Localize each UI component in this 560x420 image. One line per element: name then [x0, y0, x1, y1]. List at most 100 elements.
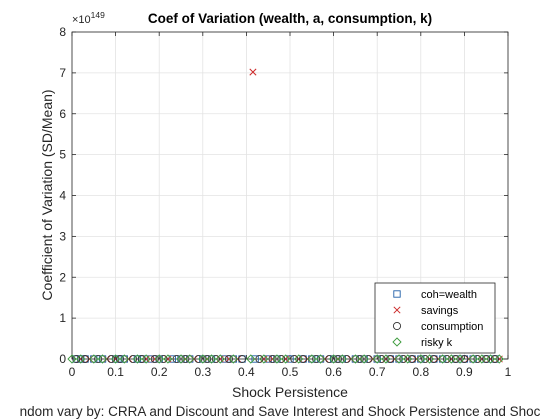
data-point	[199, 355, 207, 363]
y-tick-label: 1	[59, 311, 66, 325]
data-point	[477, 354, 487, 364]
data-point	[421, 354, 430, 364]
data-point	[186, 355, 194, 363]
legend-marker	[392, 337, 402, 347]
data-point	[89, 354, 99, 364]
x-tick-label: 0.4	[238, 365, 255, 379]
legend-label: consumption	[421, 321, 483, 333]
data-point	[155, 355, 163, 363]
data-point	[442, 354, 452, 364]
data-point	[181, 354, 190, 364]
data-point	[350, 354, 361, 364]
data-point	[168, 355, 176, 363]
data-point	[460, 354, 469, 364]
data-point	[203, 354, 212, 364]
data-point	[437, 354, 448, 364]
x-tick-label: 0	[69, 365, 76, 379]
legend-marker-stroke	[393, 306, 401, 314]
legend-label: savings	[421, 305, 459, 317]
data-point	[328, 354, 339, 364]
data-point	[211, 354, 220, 364]
data-point	[308, 355, 316, 363]
y-exponent-value: 149	[91, 10, 105, 20]
y-axis-label: Coefficient of Variation (SD/Mean)	[39, 89, 55, 300]
data-point	[246, 354, 256, 364]
data-point	[94, 354, 103, 364]
data-point	[469, 355, 477, 363]
data-point	[394, 354, 404, 364]
data-point	[259, 354, 269, 364]
series-risky-k	[67, 354, 504, 364]
x-tick-label: 0.5	[282, 365, 299, 379]
data-point	[337, 354, 347, 364]
data-point	[272, 354, 282, 364]
data-point	[224, 354, 234, 364]
y-tick-label: 2	[59, 270, 66, 284]
data-point	[206, 354, 217, 364]
data-point	[364, 354, 373, 364]
data-point	[98, 355, 107, 363]
data-point	[329, 355, 338, 363]
data-point	[307, 354, 317, 364]
data-point	[395, 355, 403, 363]
x-tick-label: 0.8	[412, 365, 429, 379]
data-point	[468, 354, 478, 364]
data-point	[482, 354, 491, 364]
data-point	[485, 354, 496, 364]
data-point	[194, 354, 203, 364]
data-point	[490, 354, 499, 364]
figure-caption: ndom vary by: CRRA and Discount and Save…	[20, 404, 541, 419]
data-point	[198, 354, 208, 364]
data-point	[277, 354, 286, 364]
data-point	[408, 354, 417, 364]
data-point	[255, 354, 264, 364]
data-point	[115, 354, 125, 364]
tick-layer: 0 0.1 0.2 0.3 0.4 0.5 0.6 0.7 0.8 0.9 1 0 1 2 3 4 5 6 7 8	[59, 25, 511, 379]
data-point	[176, 354, 186, 364]
data-point	[77, 355, 85, 363]
data-point	[338, 355, 346, 363]
series-consumption	[72, 354, 499, 364]
data-point	[281, 354, 291, 364]
data-point	[163, 354, 173, 364]
data-point	[159, 354, 168, 364]
data-point	[372, 354, 382, 364]
data-point	[273, 355, 281, 363]
data-point	[107, 354, 116, 364]
data-point	[172, 354, 181, 364]
x-tick-label: 0.1	[107, 365, 124, 379]
data-point	[360, 355, 368, 363]
data-point	[228, 354, 238, 364]
data-point	[133, 355, 142, 363]
data-point	[154, 354, 164, 364]
data-point	[229, 355, 237, 363]
data-point	[185, 354, 195, 364]
y-exponent-label: ×10149	[72, 10, 105, 26]
data-point	[128, 354, 138, 364]
data-point	[207, 355, 216, 363]
data-point-stroke	[249, 68, 257, 76]
legend-marker	[392, 321, 402, 331]
data-point	[237, 354, 247, 364]
data-point	[416, 354, 426, 364]
data-point	[377, 354, 386, 364]
data-point	[137, 354, 146, 364]
data-point	[268, 354, 277, 364]
data-point	[90, 355, 98, 363]
data-point	[325, 354, 334, 364]
data-point	[373, 355, 381, 363]
data-point	[72, 354, 81, 364]
data-point	[315, 354, 326, 364]
y-tick-label: 0	[59, 352, 66, 366]
data-point	[141, 354, 151, 364]
y-tick-label: 3	[59, 229, 66, 243]
data-point	[264, 355, 272, 363]
data-point	[215, 354, 225, 364]
marker-layer	[67, 68, 504, 364]
data-point	[359, 354, 369, 364]
legend-box	[374, 282, 496, 354]
data-point	[146, 355, 155, 363]
data-point	[342, 354, 351, 364]
legend-marker	[393, 306, 401, 314]
data-point	[249, 68, 257, 76]
